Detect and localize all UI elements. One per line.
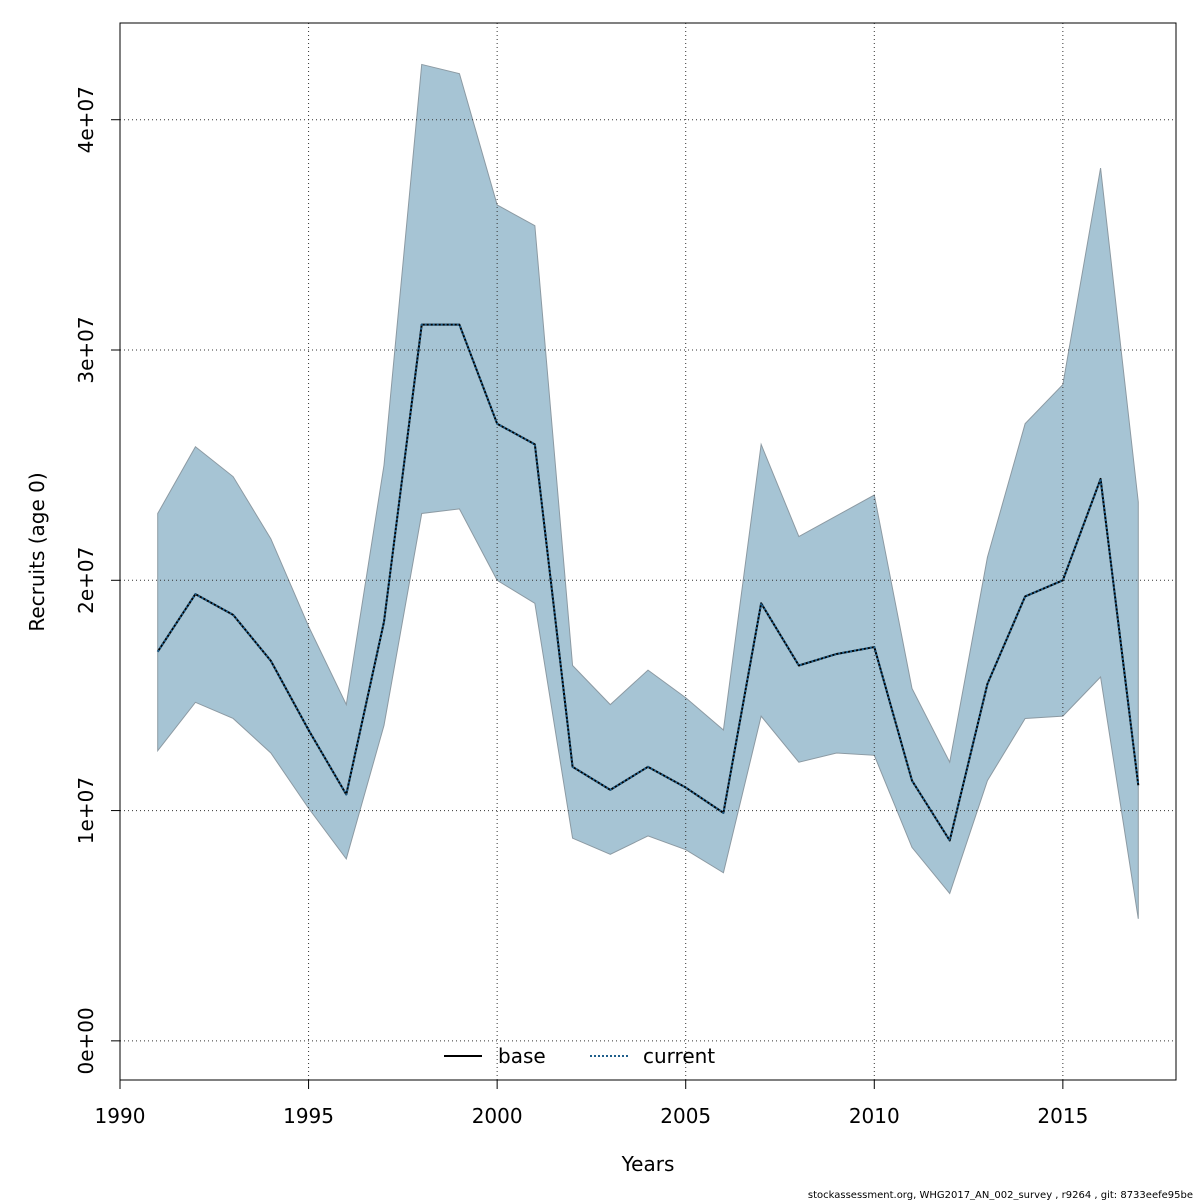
series-layer	[156, 323, 1140, 842]
y-tick-label-0: 0e+00	[74, 1007, 98, 1074]
x-tick-label-2000: 2000	[472, 1104, 523, 1128]
legend-label-current: current	[643, 1044, 715, 1068]
footer-credit: stockassessment.org, WHG2017_AN_002_surv…	[808, 1190, 1193, 1200]
x-tick-label-2005: 2005	[660, 1104, 711, 1128]
y-tick-label-2: 2e+07	[74, 547, 98, 614]
x-tick-label-1990: 1990	[95, 1104, 146, 1128]
x-tick-label-2010: 2010	[849, 1104, 900, 1128]
y-tick-label-1: 1e+07	[74, 777, 98, 844]
y-tick-label-4: 4e+07	[74, 86, 98, 153]
series-line-current	[156, 323, 1140, 842]
x-tick-label-1995: 1995	[283, 1104, 334, 1128]
axis-layer: 1990 1995 2000 2005 2010 2015 0e+00 1e+07 2e+07 3…	[74, 86, 1088, 1128]
y-tick-label-3: 3e+07	[74, 316, 98, 383]
x-tick-label-2015: 2015	[1037, 1104, 1088, 1128]
legend: base current	[444, 1044, 715, 1068]
confidence-band	[157, 63, 1139, 919]
confidence-band-layer	[157, 63, 1139, 919]
y-axis-title: Recruits (age 0)	[25, 472, 49, 631]
x-axis-title: Years	[621, 1152, 675, 1176]
legend-label-base: base	[498, 1044, 546, 1068]
